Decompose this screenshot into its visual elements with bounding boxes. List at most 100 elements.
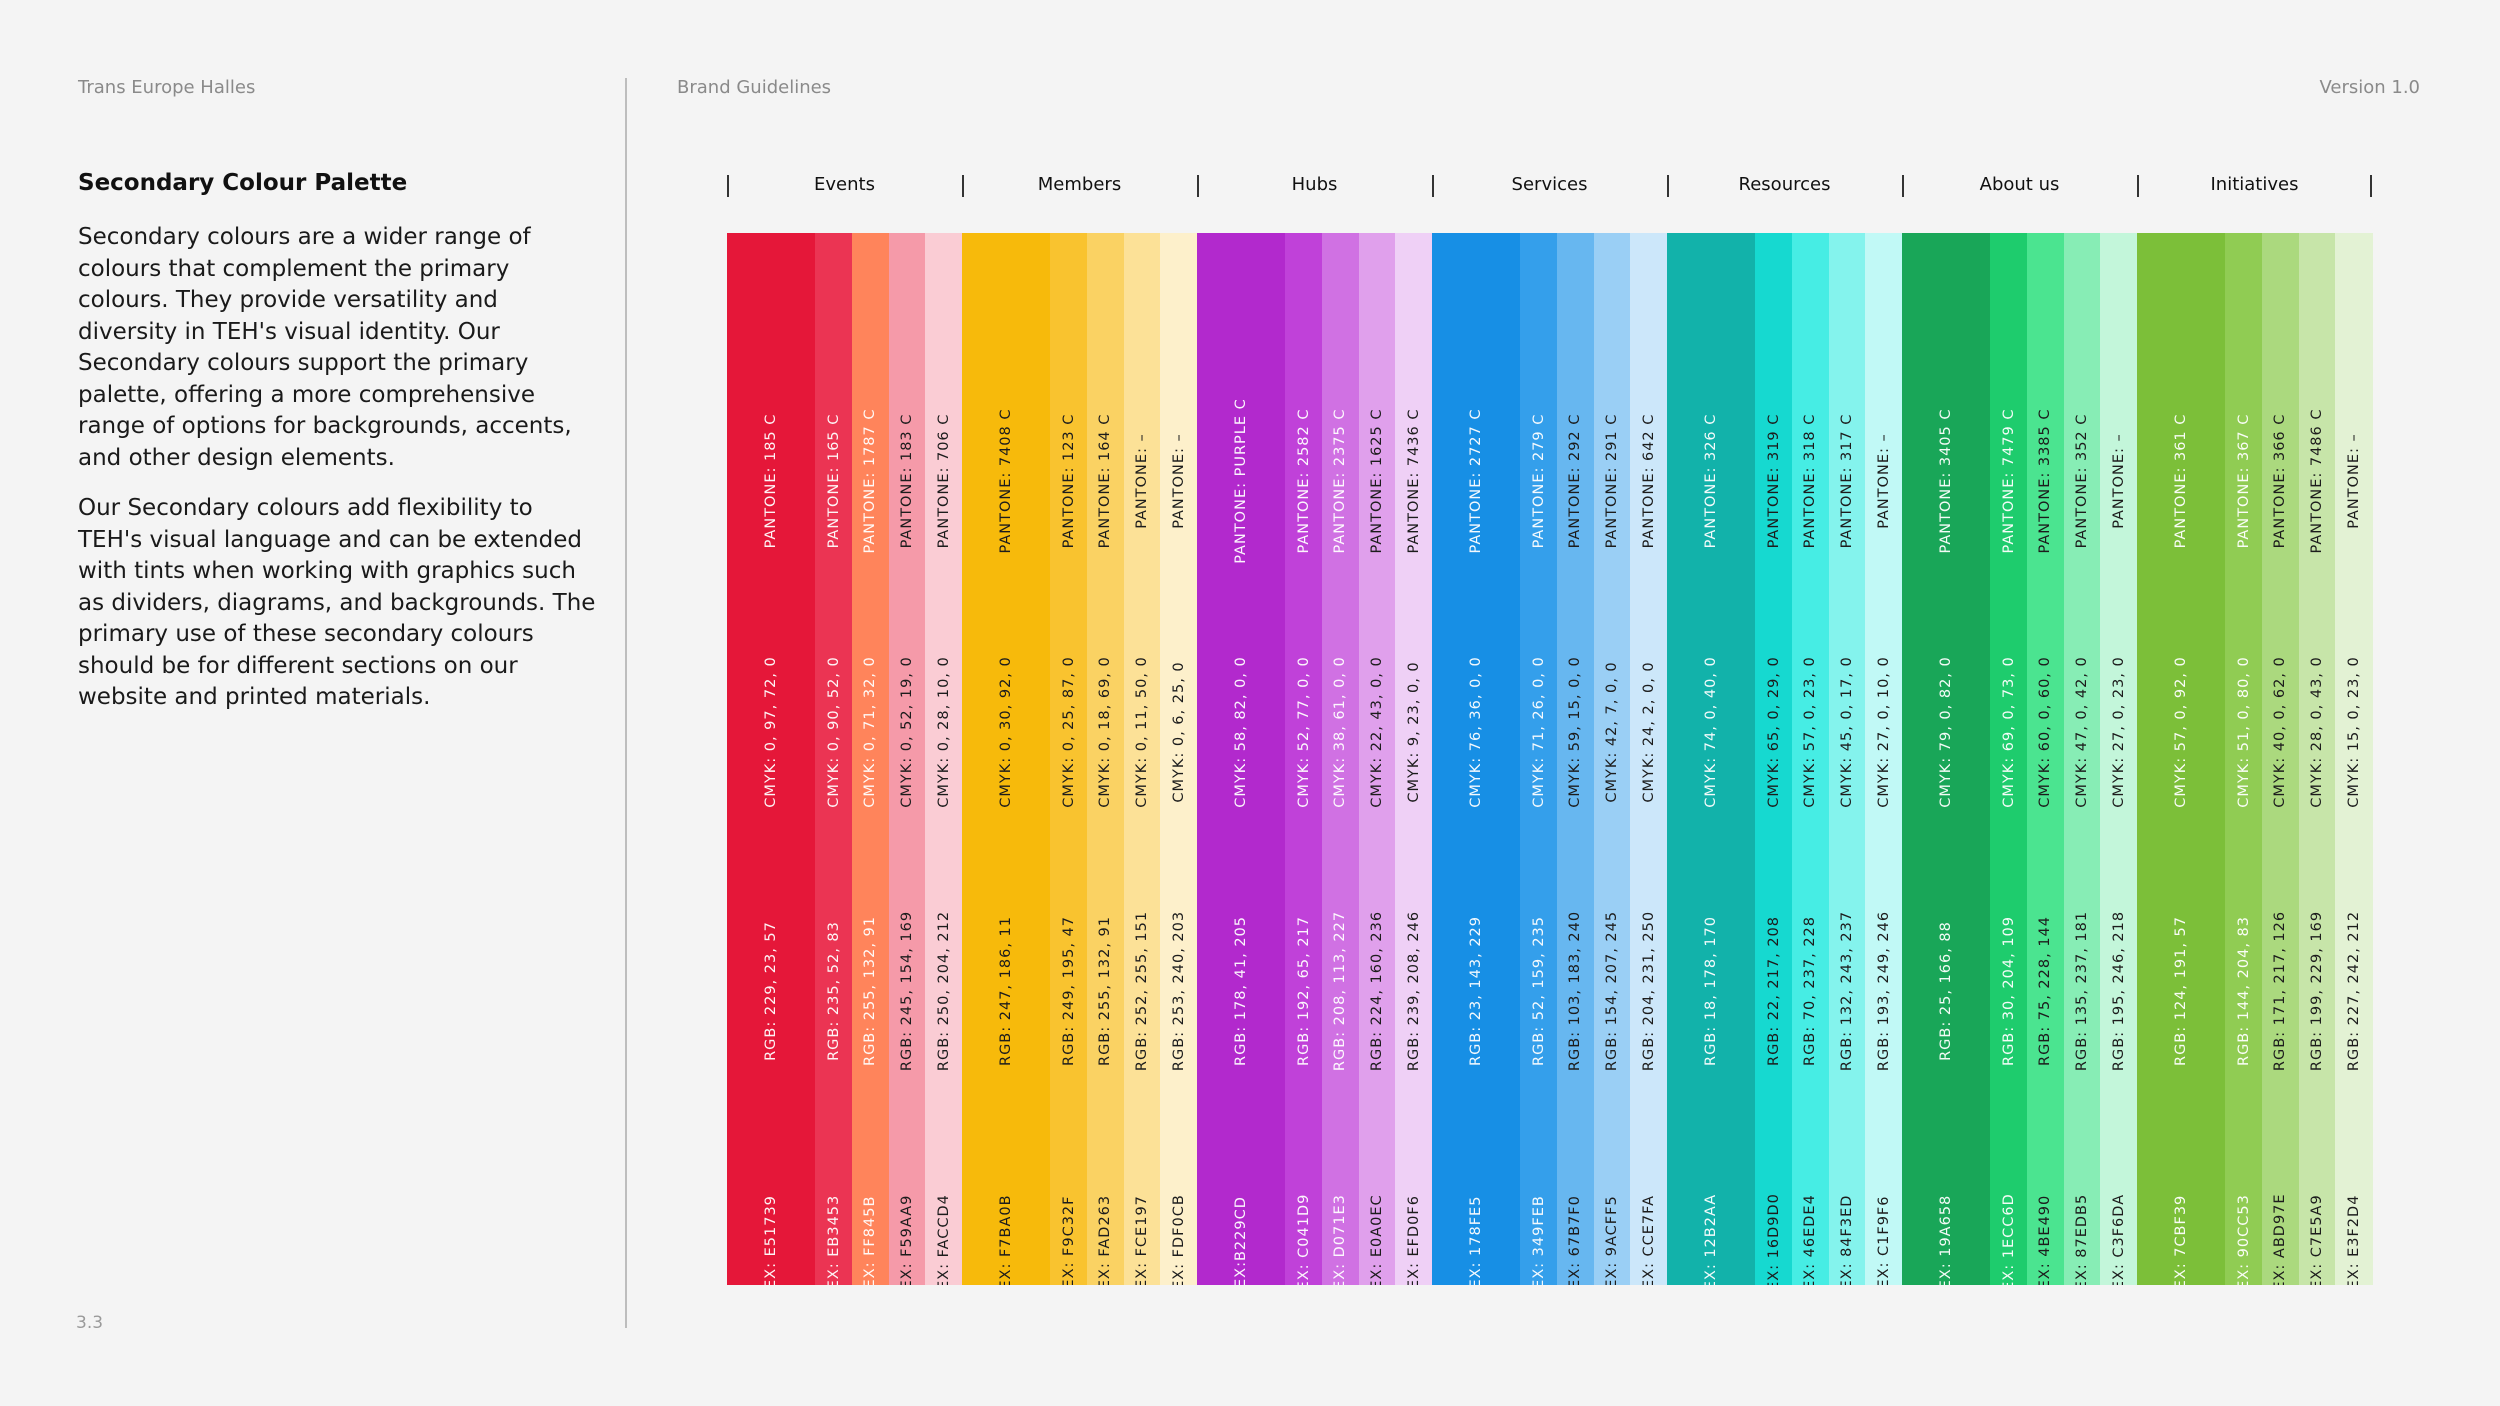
colour-swatch: HEX: 349FEB RGB: 52, 159, 235 CMYK: 71, 26… [1520,233,1558,1285]
swatch-cmyk-label: CMYK: 40, 0, 62, 0 [2272,656,2289,808]
intro-paragraph: Secondary colours are a wider range of c… [78,224,572,471]
swatch-rgb-label: RGB: 229, 23, 57 [763,921,780,1061]
swatch-pantone-label: PANTONE: – [1134,433,1151,529]
page-number: 3.3 [76,1313,104,1333]
group-divider-tick [1197,175,1199,197]
swatch-rgb-label: RGB: 208, 113, 227 [1332,910,1349,1072]
swatch-hex-label: HEX: C7E5A9 [2309,1194,2326,1285]
colour-swatch: HEX: C3F6DA RGB: 195, 246, 218 CMYK: 27, 0… [2100,233,2138,1285]
colour-swatch: HEX: FCE197 RGB: 252, 255, 151 CMYK: 0, 11… [1123,233,1161,1285]
group-divider-tick [1432,175,1434,197]
swatch-rgb-label: RGB: 22, 217, 208 [1765,916,1782,1066]
swatch-rgb-label: RGB: 252, 255, 151 [1134,910,1151,1072]
swatch-hex-label: HEX: C1F9F6 [1875,1195,1892,1285]
swatch-cmyk-label: CMYK: 42, 7, 0, 0 [1604,661,1621,803]
swatch-rgb-label: RGB: 75, 228, 144 [2037,916,2054,1066]
swatch-hex-label: HEX: EB3453 [825,1194,842,1285]
swatch-cmyk-label: CMYK: 57, 0, 92, 0 [2173,656,2190,808]
swatch-rgb-label: RGB: 204, 231, 250 [1640,910,1657,1072]
palette-group-name: Hubs [1291,174,1338,195]
column-divider [625,78,627,1328]
swatch-hex-label: HEX: FF845B [862,1195,879,1285]
swatch-rgb-label: RGB: 70, 237, 228 [1802,916,1819,1066]
swatch-hex-label: HEX: FDF0CB [1170,1194,1187,1285]
usage-paragraph: Our Secondary colours add flexibility to… [78,495,596,710]
swatch-cmyk-label: CMYK: 9, 23, 0, 0 [1405,661,1422,803]
colour-swatch: HEX: FACCD4 RGB: 250, 204, 212 CMYK: 0, 28… [925,233,963,1285]
swatch-hex-label: HEX: 46EDE4 [1802,1194,1819,1285]
swatch-pantone-label: PANTONE: 7436 C [1405,408,1422,554]
colour-swatch: HEX: 4BE490 RGB: 75, 228, 144 CMYK: 60, 0,… [2026,233,2065,1285]
palette-group-name: About us [1979,174,2060,195]
swatch-hex-label: HEX: EFD0F6 [1405,1195,1422,1285]
swatch-hex-label: HEX: FCE197 [1134,1195,1151,1285]
swatch-rgb-label: RGB: 30, 204, 109 [2000,916,2017,1066]
swatch-cmyk-label: CMYK: 0, 30, 92, 0 [998,656,1015,808]
swatch-rgb-label: RGB: 227, 242, 212 [2345,910,2362,1072]
swatch-hex-label: HEX: 12B2AA [1703,1193,1720,1285]
swatch-cmyk-label: CMYK: 0, 71, 32, 0 [862,656,879,808]
palette-group-name: Members [1037,174,1122,195]
swatch-hex-label: HEX: 87EDB5 [2074,1193,2091,1285]
swatch-hex-label: HEX: D071E3 [1332,1194,1349,1285]
colour-swatch: HEX: FAD263 RGB: 255, 132, 91 CMYK: 0, 18,… [1086,233,1125,1285]
swatch-rgb-label: RGB: 245, 154, 169 [899,910,916,1072]
palette-group-header: Services [1432,170,1667,200]
swatch-cmyk-label: CMYK: 27, 0, 10, 0 [1875,656,1892,808]
swatch-rgb-label: RGB: 253, 240, 203 [1170,910,1187,1072]
colour-swatch: HEX: 87EDB5 RGB: 135, 237, 181 CMYK: 47, 0… [2063,233,2101,1285]
swatch-hex-label: HEX: 7CBF39 [2173,1194,2190,1285]
swatch-pantone-label: PANTONE: 326 C [1703,413,1720,549]
colour-swatch: HEX: 67B7F0 RGB: 103, 183, 240 CMYK: 59, 1… [1556,233,1595,1285]
swatch-pantone-label: PANTONE: – [2110,433,2127,529]
swatch-rgb-label: RGB: 144, 204, 83 [2235,916,2252,1066]
swatch-hex-label: HEX: C041D9 [1295,1193,1312,1285]
swatch-cmyk-label: CMYK: 0, 52, 19, 0 [899,656,916,808]
palette-group-name: Initiatives [2210,174,2299,195]
colour-swatch: HEX: 9ACFF5 RGB: 154, 207, 245 CMYK: 42, 7… [1593,233,1631,1285]
swatch-hex-label: HEX: F9C32F [1060,1195,1077,1285]
swatch-pantone-label: PANTONE: 279 C [1530,413,1547,549]
swatch-rgb-label: RGB: 178, 41, 205 [1233,916,1250,1066]
swatch-cmyk-label: CMYK: 52, 77, 0, 0 [1295,656,1312,808]
palette-group-header: Events [727,170,962,200]
colour-swatch: HEX: E3F2D4 RGB: 227, 242, 212 CMYK: 15, 0… [2335,233,2373,1285]
swatch-cmyk-label: CMYK: 22, 43, 0, 0 [1369,656,1386,808]
colour-swatch: HEX: 90CC53 RGB: 144, 204, 83 CMYK: 51, 0,… [2225,233,2263,1285]
group-divider-tick [1902,175,1904,197]
swatch-cmyk-label: CMYK: 51, 0, 80, 0 [2235,656,2252,808]
group-divider-tick [962,175,964,197]
palette-group-name: Events [814,174,875,195]
palette-group-header: Members [962,170,1197,200]
swatch-rgb-label: RGB: 195, 246, 218 [2110,910,2127,1072]
swatch-pantone-label: PANTONE: 7486 C [2309,408,2326,554]
swatch-cmyk-label: CMYK: 45, 0, 17, 0 [1839,656,1856,808]
swatch-cmyk-label: CMYK: 79, 0, 82, 0 [1938,656,1955,808]
colour-swatch: HEX: 12B2AA RGB: 18, 178, 170 CMYK: 74, 0,… [1667,233,1756,1285]
swatch-hex-label: HEX: FACCD4 [935,1194,952,1285]
swatch-pantone-label: PANTONE: 1625 C [1369,408,1386,554]
swatch-cmyk-label: CMYK: 27, 0, 23, 0 [2110,656,2127,808]
swatch-pantone-label: PANTONE: 318 C [1802,413,1819,549]
swatch-cmyk-label: CMYK: 0, 25, 87, 0 [1060,656,1077,808]
swatch-pantone-label: PANTONE: 319 C [1765,413,1782,549]
swatch-hex-label: HEX:B229CD [1233,1196,1250,1285]
swatch-cmyk-label: CMYK: 0, 90, 52, 0 [825,656,842,808]
colour-swatch: HEX: FF845B RGB: 255, 132, 91 CMYK: 0, 71,… [851,233,890,1285]
swatch-cmyk-label: CMYK: 59, 15, 0, 0 [1567,656,1584,808]
section-title: Secondary Colour Palette [78,170,408,196]
swatch-pantone-label: PANTONE: 366 C [2272,413,2289,549]
colour-swatch: HEX: CCE7FA RGB: 204, 231, 250 CMYK: 24, 2… [1630,233,1668,1285]
swatch-hex-label: HEX: C3F6DA [2110,1193,2127,1285]
brand-name: Trans Europe Halles [78,77,256,98]
colour-swatch: HEX: 84F3ED RGB: 132, 243, 237 CMYK: 45, 0… [1828,233,1866,1285]
swatch-pantone-label: PANTONE: 352 C [2074,413,2091,549]
swatch-rgb-label: RGB: 25, 166, 88 [1938,921,1955,1061]
colour-swatch: HEX: EFD0F6 RGB: 239, 208, 246 CMYK: 9, 23… [1395,233,1433,1285]
swatch-cmyk-label: CMYK: 0, 97, 72, 0 [763,656,780,808]
group-divider-tick [1667,175,1669,197]
colour-swatch: HEX: 7CBF39 RGB: 124, 191, 57 CMYK: 57, 0,… [2137,233,2226,1285]
colour-swatch: HEX: 178FE5 RGB: 23, 143, 229 CMYK: 76, 36… [1432,233,1521,1285]
palette-group-name: Services [1511,174,1588,195]
colour-swatch: HEX: 19A658 RGB: 25, 166, 88 CMYK: 79, 0, … [1902,233,1991,1285]
